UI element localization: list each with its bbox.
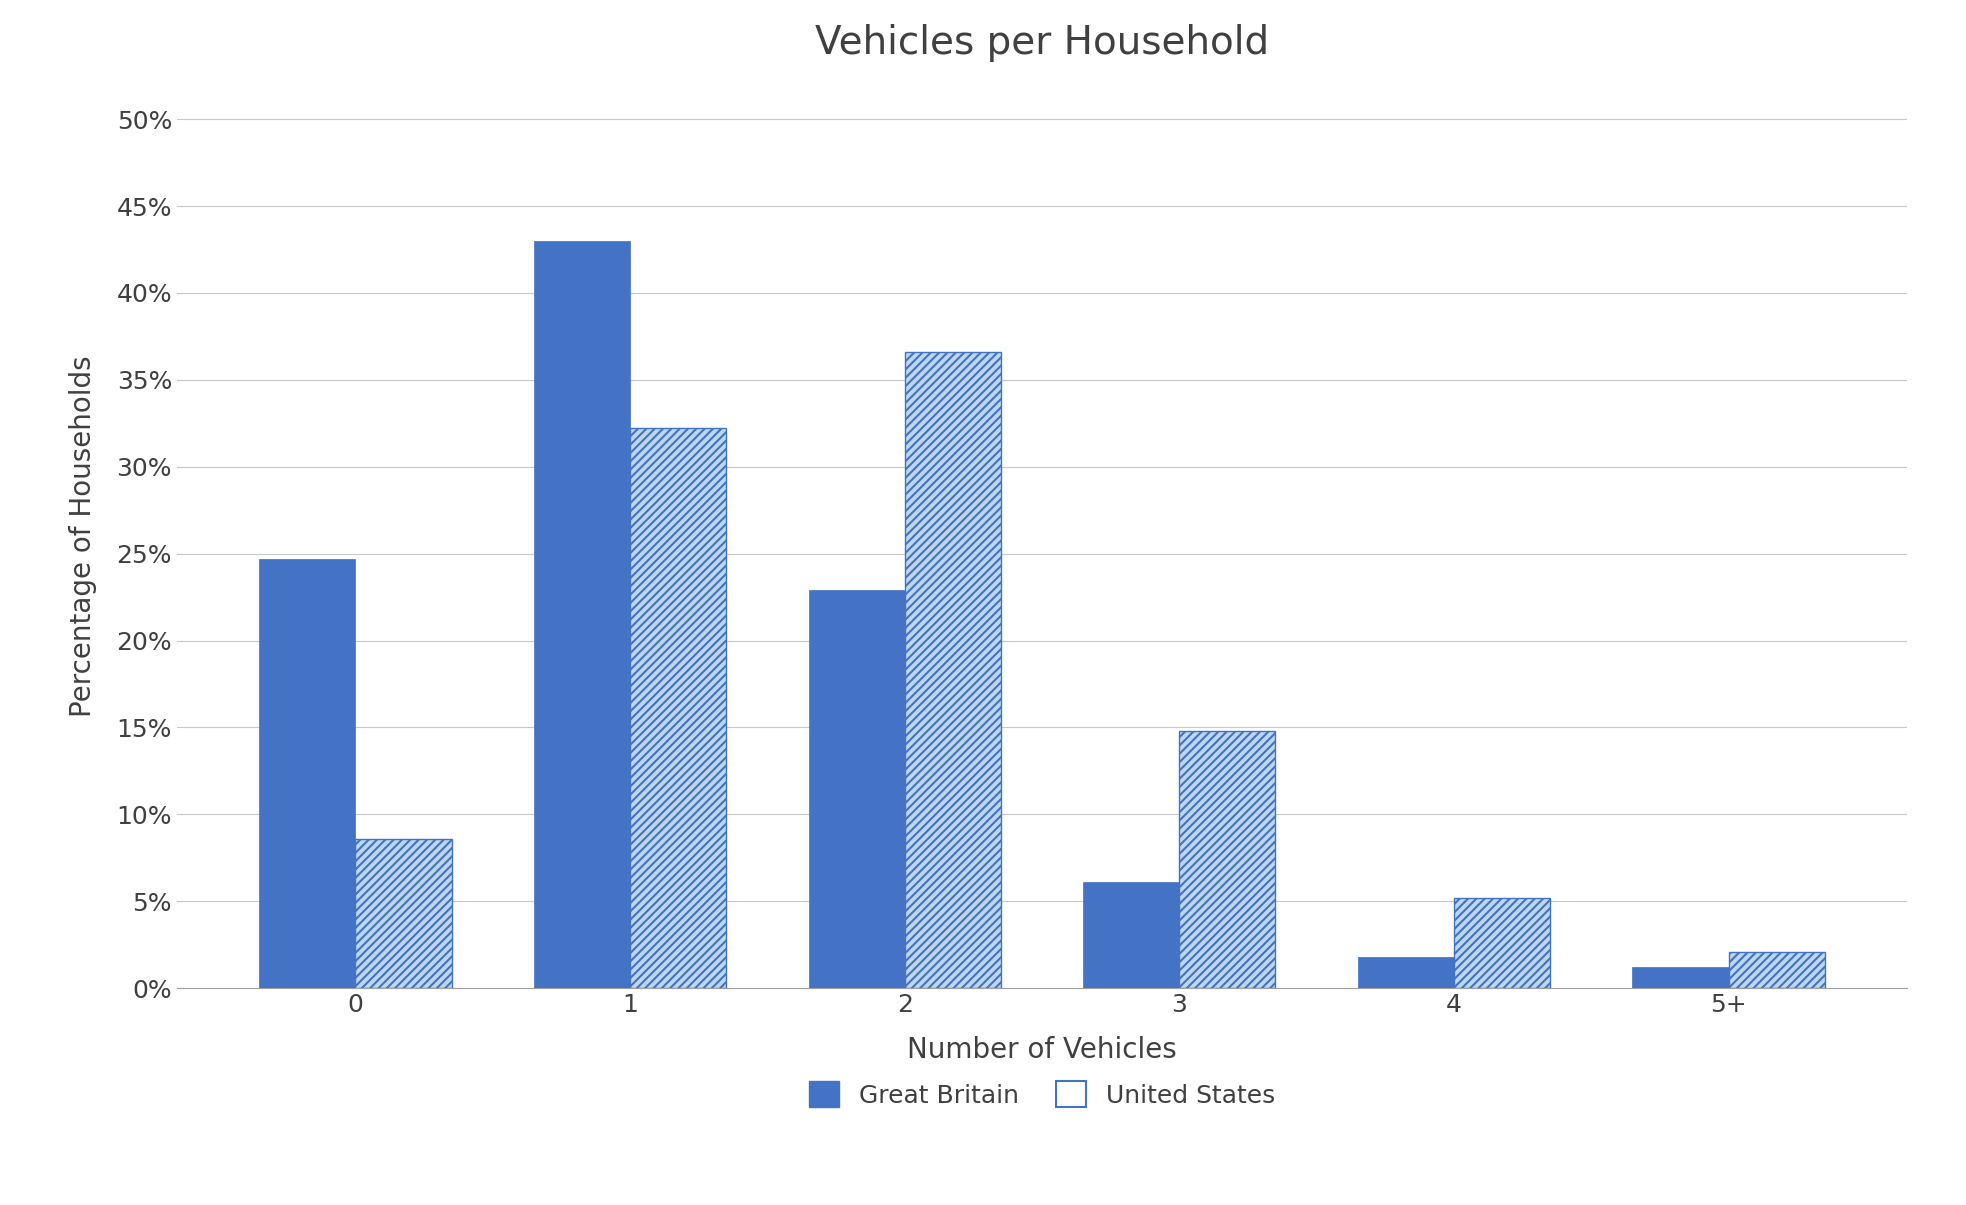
Bar <box>1728 952 1824 988</box>
Bar <box>1180 731 1276 988</box>
Bar <box>904 352 1001 988</box>
Bar <box>1632 968 1728 988</box>
Bar <box>1083 882 1180 988</box>
Y-axis label: Percentage of Households: Percentage of Households <box>69 355 96 717</box>
X-axis label: Number of Vehicles: Number of Vehicles <box>906 1036 1178 1064</box>
Legend: Great Britain, United States: Great Britain, United States <box>796 1069 1288 1121</box>
Bar <box>629 429 725 988</box>
Bar <box>1359 957 1455 988</box>
Bar <box>808 590 904 988</box>
Bar <box>1455 898 1549 988</box>
Title: Vehicles per Household: Vehicles per Household <box>816 24 1268 61</box>
Bar <box>535 241 629 988</box>
Bar <box>356 839 452 988</box>
Bar <box>260 559 356 988</box>
